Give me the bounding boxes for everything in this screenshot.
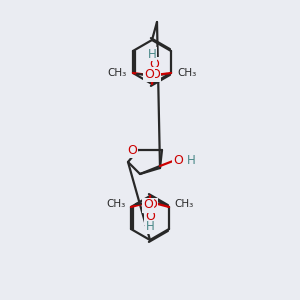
Text: O: O — [147, 199, 157, 212]
Text: CH₃: CH₃ — [107, 199, 126, 209]
Text: O: O — [173, 154, 183, 167]
Text: O: O — [127, 143, 137, 157]
Text: O: O — [144, 68, 154, 80]
Text: CH₃: CH₃ — [174, 199, 193, 209]
Text: H: H — [146, 220, 154, 233]
Text: O: O — [150, 68, 160, 80]
Text: O: O — [149, 58, 159, 70]
Text: H: H — [148, 47, 156, 61]
Text: CH₃: CH₃ — [108, 68, 127, 78]
Text: H: H — [187, 154, 196, 166]
Text: O: O — [143, 199, 153, 212]
Text: CH₃: CH₃ — [177, 68, 196, 78]
Text: O: O — [145, 211, 155, 224]
